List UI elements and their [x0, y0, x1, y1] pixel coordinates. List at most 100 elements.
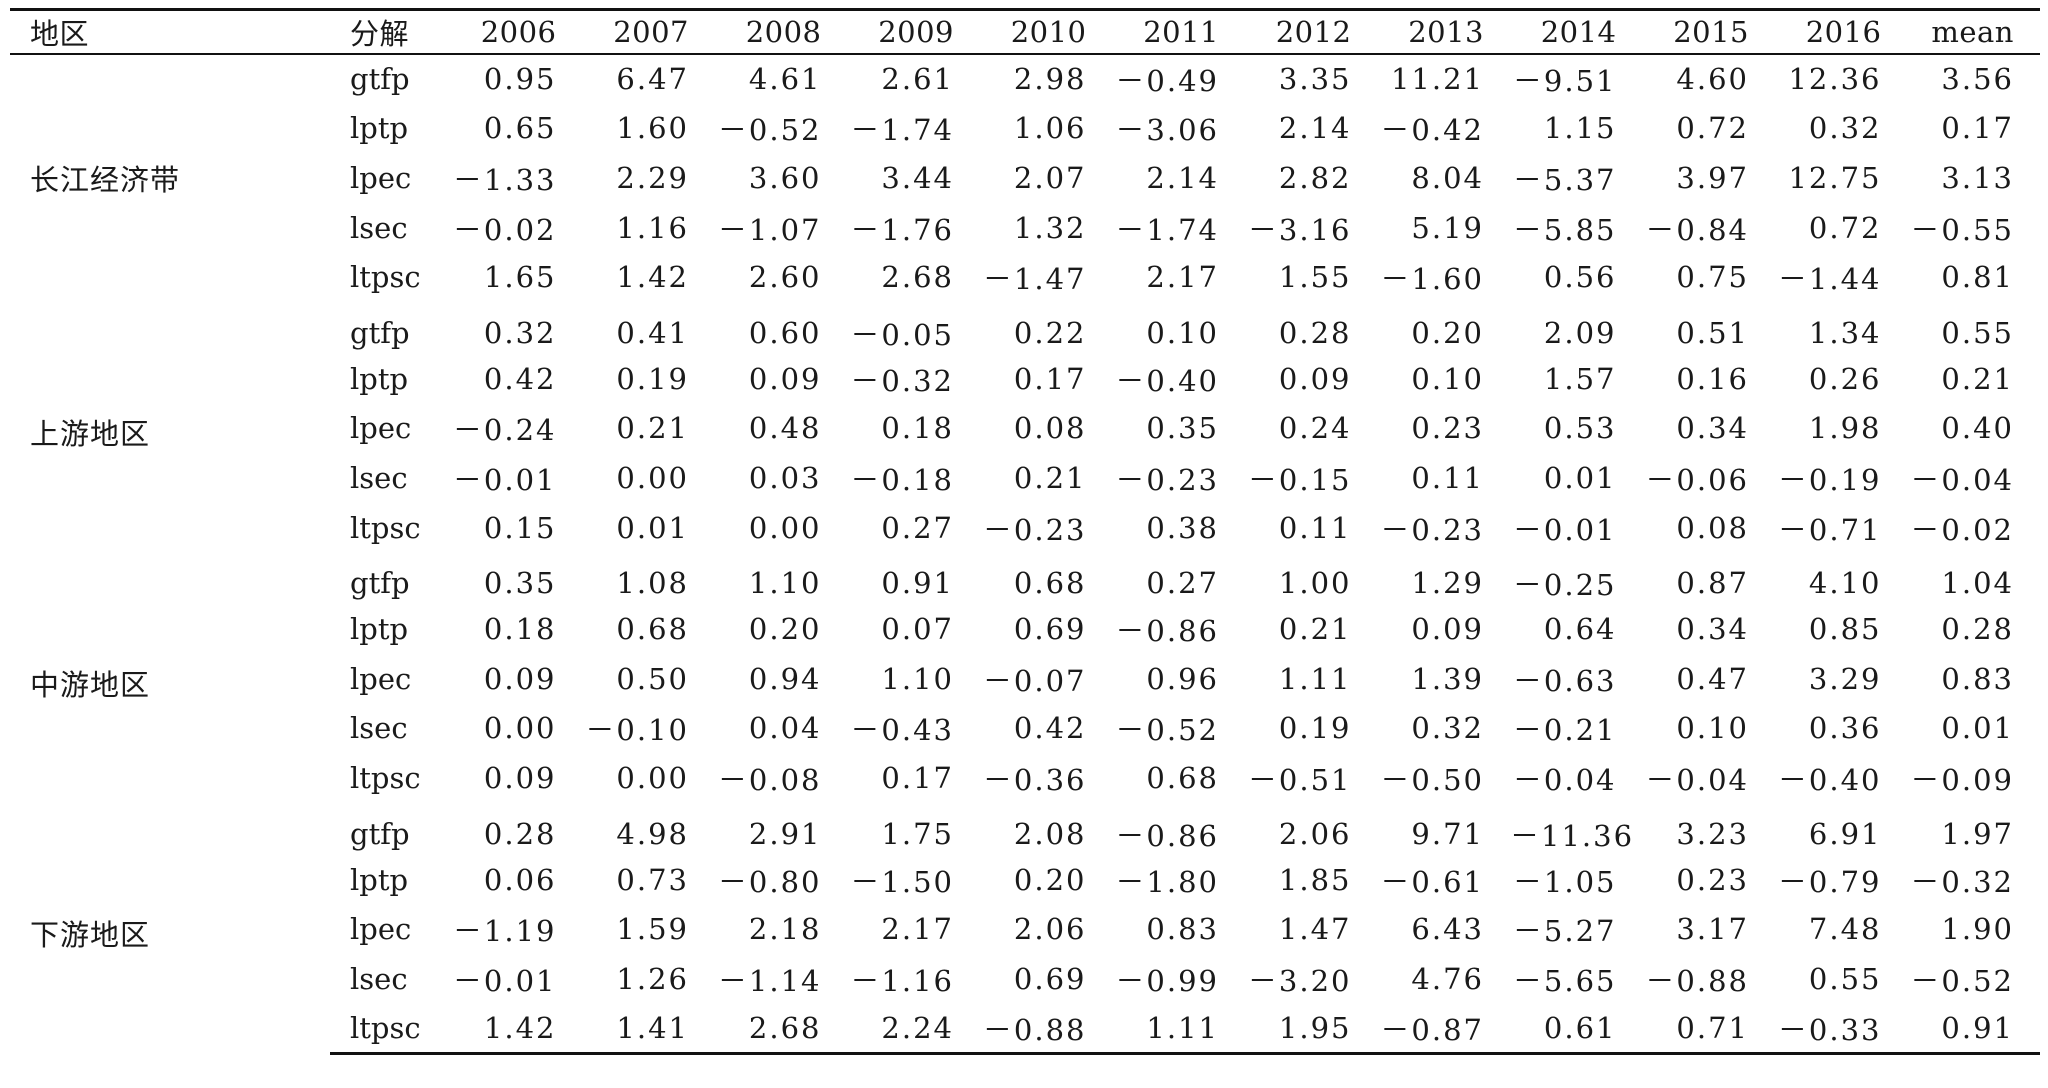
value-cell: 0.03	[748, 460, 822, 495]
value-cell: 2.14	[1278, 111, 1352, 146]
value-cell: 0.53	[1543, 411, 1617, 446]
value-cell: －5.65	[1512, 963, 1617, 998]
header-cell: 2015	[1642, 8, 1775, 55]
value-cell: －0.61	[1380, 864, 1484, 899]
value-cell: 0.68	[616, 612, 689, 647]
value-cell: 12.75	[1788, 160, 1882, 195]
decomposition-cell: gtfp	[350, 62, 410, 97]
value-cell: －0.08	[717, 762, 822, 797]
value-cell: －0.52	[1115, 713, 1219, 748]
value-cell: 0.35	[1146, 411, 1219, 446]
table-row: 下游地区 gtfp 0.28 4.98 2.91 1.75 2.08 －0.86 2.06 9.7…	[10, 803, 2040, 952]
value-cell: －0.55	[1910, 212, 2014, 247]
value-cell: －0.01	[452, 963, 557, 998]
value-cell: 0.24	[1278, 411, 1352, 446]
value-cell: 0.10	[1676, 711, 1749, 746]
value-cell: 0.72	[1808, 210, 1882, 245]
value-cell: 1.57	[1543, 361, 1617, 396]
value-cell: 0.95	[483, 62, 557, 97]
value-cell: 0.09	[748, 361, 822, 396]
value-cell: 4.61	[748, 62, 822, 97]
value-cell: 0.68	[1146, 760, 1219, 795]
value-cell: 0.21	[616, 411, 689, 446]
value-cell: 0.23	[1411, 411, 1484, 446]
header-cell: 地区	[10, 8, 330, 55]
header-row: 地区 分解 2006 2007 2008 2009 2010 2011 2012…	[10, 8, 2040, 55]
value-cell: 0.21	[1278, 612, 1352, 647]
value-cell: 1.16	[616, 210, 689, 245]
value-cell: 0.09	[483, 760, 557, 795]
value-cell: 4.76	[1411, 961, 1484, 996]
value-cell: 0.81	[1941, 260, 2014, 295]
value-cell: －0.51	[1247, 762, 1352, 797]
value-cell: －0.09	[1910, 762, 2014, 797]
value-cell: －1.14	[717, 963, 822, 998]
value-cell: 2.68	[715, 1003, 848, 1055]
decomposition-cell: lptp	[350, 111, 409, 146]
value-cell: －0.79	[1777, 864, 1882, 899]
value-cell: －0.33	[1775, 1003, 1908, 1055]
value-cell: －0.86	[1115, 614, 1219, 649]
value-cell: －0.01	[452, 462, 557, 497]
value-cell: －0.25	[1512, 568, 1617, 603]
value-cell: －0.84	[1645, 212, 1749, 247]
decomposition-cell: lpec	[350, 411, 412, 446]
value-cell: －0.32	[850, 363, 954, 398]
value-cell: 0.08	[1676, 510, 1749, 545]
value-cell: 0.19	[616, 361, 689, 396]
value-cell: 4.10	[1808, 566, 1882, 601]
value-cell: 12.36	[1788, 62, 1882, 97]
value-cell: 0.55	[1808, 961, 1882, 996]
value-cell: 2.61	[881, 62, 954, 97]
value-cell: 3.35	[1278, 62, 1352, 97]
header-cell: 2014	[1510, 8, 1643, 55]
value-cell: 1.10	[748, 566, 822, 601]
value-cell: 0.32	[1411, 711, 1484, 746]
header-cell: 2006	[450, 8, 583, 55]
value-cell: 0.40	[1941, 411, 2014, 446]
value-cell: 2.06	[1278, 816, 1352, 851]
value-cell: 3.29	[1808, 661, 1882, 696]
value-cell: 0.87	[1676, 566, 1749, 601]
value-cell: －0.86	[1115, 818, 1219, 853]
value-cell: 0.00	[616, 760, 689, 795]
table-row: 上游地区 gtfp 0.32 0.41 0.60 －0.05 0.22 0.10 0.28 0.2…	[10, 302, 2040, 451]
value-cell: －0.88	[1645, 963, 1749, 998]
value-cell: 0.41	[616, 315, 689, 350]
value-cell: 0.18	[483, 612, 557, 647]
value-cell: －0.23	[1380, 512, 1484, 547]
value-cell: 0.85	[1808, 612, 1882, 647]
value-cell: 0.96	[1146, 661, 1219, 696]
value-cell: 0.20	[1013, 862, 1087, 897]
value-cell: 0.01	[1543, 460, 1617, 495]
region-cell: 下游地区	[30, 917, 151, 952]
value-cell: －0.04	[1512, 762, 1617, 797]
header-cell: 2016	[1775, 8, 1908, 55]
value-cell: 1.10	[881, 661, 954, 696]
decomposition-cell: lsec	[350, 711, 408, 746]
value-cell: 0.23	[1676, 862, 1749, 897]
table-row: lptp 0.65 1.60 －0.52 －1.74 1.06 －3.06 2.14 －0.42…	[10, 104, 2040, 154]
value-cell: 0.71	[1642, 1003, 1775, 1055]
value-cell: 2.60	[748, 260, 822, 295]
value-cell: 2.08	[1013, 816, 1087, 851]
value-cell: －0.40	[1115, 363, 1219, 398]
value-cell: 1.39	[1411, 661, 1484, 696]
value-cell: 3.97	[1676, 160, 1749, 195]
value-cell: －1.44	[1777, 262, 1882, 297]
value-cell: －0.02	[452, 212, 557, 247]
value-cell: 0.69	[1013, 612, 1087, 647]
value-cell: －11.36	[1510, 818, 1635, 853]
value-cell: 1.97	[1941, 816, 2014, 851]
value-cell: －3.20	[1247, 963, 1352, 998]
value-cell: 2.09	[1543, 315, 1617, 350]
table-row: lpec 0.09 0.50 0.94 1.10 －0.07 0.96 1.11 1.39 －0.…	[10, 654, 2040, 704]
value-cell: 0.36	[1808, 711, 1882, 746]
value-cell: －5.37	[1512, 162, 1617, 197]
value-cell: 1.42	[616, 260, 689, 295]
value-cell: －0.50	[1380, 762, 1484, 797]
value-cell: 0.42	[483, 361, 557, 396]
header-cell: 2007	[582, 8, 715, 55]
value-cell: 1.65	[483, 260, 557, 295]
value-cell: 0.60	[748, 315, 822, 350]
